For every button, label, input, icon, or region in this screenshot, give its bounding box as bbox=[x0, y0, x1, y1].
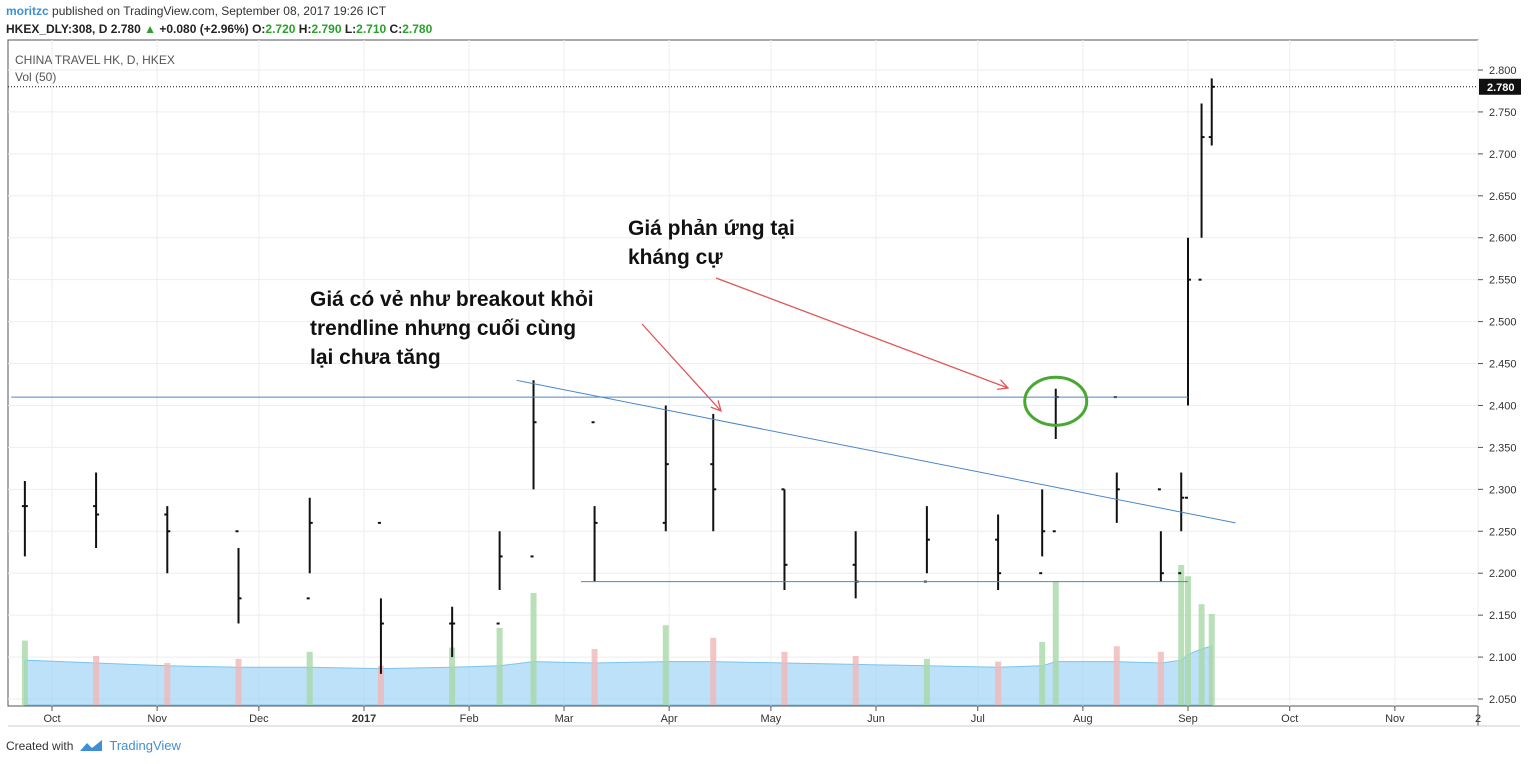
symbol-label: HKEX_DLY:308, D bbox=[6, 22, 108, 36]
x-tick-label: Feb bbox=[460, 713, 479, 725]
volume-bar bbox=[1039, 642, 1046, 705]
volume-bar bbox=[591, 649, 598, 705]
annotations: Giá có vẻ như breakout khỏi trendline như… bbox=[310, 217, 795, 369]
volume-bar bbox=[377, 665, 384, 705]
y-tick-label: 2.750 bbox=[1489, 107, 1517, 119]
open-label: O: bbox=[252, 22, 266, 36]
x-tick-label: Dec bbox=[249, 713, 269, 725]
close-label: C: bbox=[389, 22, 403, 36]
publish-info: published on TradingView.com, September … bbox=[52, 4, 387, 18]
y-tick-label: 2.450 bbox=[1489, 359, 1517, 371]
annotation-text: lại chưa tăng bbox=[310, 346, 441, 369]
volume-bar bbox=[1178, 565, 1185, 705]
x-tick-label: Oct bbox=[43, 713, 60, 725]
x-tick-label: Sep bbox=[1178, 713, 1198, 725]
y-tick-label: 2.550 bbox=[1489, 275, 1517, 287]
volume-bar bbox=[710, 637, 717, 705]
resistance-arrow bbox=[715, 277, 1009, 389]
volume-bar bbox=[530, 593, 537, 705]
chart-title: CHINA TRAVEL HK, D, HKEX bbox=[15, 53, 175, 67]
x-tick-label: Mar bbox=[555, 713, 574, 725]
volume-bar bbox=[449, 647, 456, 705]
ohlc-line: HKEX_DLY:308, D 2.780 ▲ +0.080 (+2.96%) … bbox=[6, 22, 432, 36]
created-with-label: Created with bbox=[6, 738, 74, 753]
plot-frame bbox=[7, 39, 1479, 707]
breakout-arrow-head bbox=[710, 400, 722, 413]
last-price: 2.780 bbox=[110, 22, 141, 36]
x-tick-label: May bbox=[761, 713, 782, 725]
x-tick-label: Apr bbox=[661, 713, 678, 725]
x-tick-label: Oct bbox=[1281, 713, 1298, 725]
y-tick-label: 2.200 bbox=[1489, 568, 1517, 580]
annotation-text: Giá có vẻ như breakout khỏi bbox=[310, 288, 594, 311]
y-tick-label: 2.250 bbox=[1489, 526, 1517, 538]
tradingview-link[interactable]: TradingView bbox=[109, 738, 181, 753]
up-triangle-icon: ▲ bbox=[144, 22, 156, 36]
y-tick-label: 2.050 bbox=[1489, 694, 1517, 706]
volume-bar bbox=[1185, 576, 1191, 705]
low-label: L: bbox=[344, 22, 357, 36]
publish-line: moritzc published on TradingView.com, Se… bbox=[6, 4, 386, 18]
tradingview-logo-icon bbox=[80, 739, 103, 751]
last-price-label: 2.780 bbox=[1487, 82, 1515, 94]
y-tick-label: 2.800 bbox=[1489, 65, 1517, 77]
y-tick-label: 2.600 bbox=[1489, 233, 1517, 245]
annotation-text: trendline nhưng cuối cùng bbox=[310, 317, 576, 340]
time-axis: Oct Nov Dec 2017 Feb Mar Apr May Jun Jul Aug Sep Oct… bbox=[43, 706, 1481, 725]
volume-bar bbox=[21, 640, 28, 705]
y-tick-label: 2.150 bbox=[1489, 610, 1517, 622]
volume-bar bbox=[1113, 646, 1120, 705]
volume-bar bbox=[662, 625, 669, 705]
x-tick-label: 2 bbox=[1475, 713, 1481, 725]
x-tick-label: Jun bbox=[867, 713, 885, 725]
volume-bar bbox=[1052, 581, 1059, 705]
x-tick-label: Aug bbox=[1073, 713, 1093, 725]
high-value: 2.790 bbox=[311, 22, 342, 36]
trendline-line bbox=[516, 379, 1236, 524]
resistance-touch-circle bbox=[1023, 375, 1089, 427]
price-axis: 2.800 2.750 2.700 2.650 2.600 2.550 2.500 2.450… bbox=[8, 65, 1521, 706]
open-value: 2.720 bbox=[265, 22, 296, 36]
volume-bar bbox=[306, 651, 313, 705]
breakout-arrow bbox=[641, 323, 722, 412]
x-tick-label: Jul bbox=[971, 713, 985, 725]
low-value: 2.710 bbox=[356, 22, 387, 36]
price-bars bbox=[21, 78, 1215, 674]
y-tick-label: 2.650 bbox=[1489, 191, 1517, 203]
close-value: 2.780 bbox=[402, 22, 433, 36]
volume-bar bbox=[852, 656, 859, 705]
volume-bar bbox=[1208, 614, 1215, 705]
y-tick-label: 2.100 bbox=[1489, 652, 1517, 664]
x-tick-label: Nov bbox=[147, 713, 167, 725]
volume-bar bbox=[781, 651, 788, 705]
drawn-lines bbox=[11, 277, 1236, 583]
y-tick-label: 2.300 bbox=[1489, 484, 1517, 496]
y-tick-label: 2.350 bbox=[1489, 442, 1517, 454]
y-tick-label: 2.400 bbox=[1489, 400, 1517, 412]
x-tick-label: 2017 bbox=[352, 713, 376, 725]
high-label: H: bbox=[298, 22, 312, 36]
volume-bar bbox=[923, 658, 930, 705]
y-tick-label: 2.500 bbox=[1489, 317, 1517, 329]
volume-bar bbox=[1157, 651, 1164, 705]
volume-bar bbox=[496, 628, 503, 705]
volume-pane bbox=[21, 565, 1215, 706]
annotation-text: Giá phản ứng tại bbox=[628, 217, 795, 240]
x-tick-label: Nov bbox=[1385, 713, 1405, 725]
annotation-text: kháng cự bbox=[628, 246, 723, 269]
volume-bar bbox=[93, 656, 100, 705]
volume-label: Vol (50) bbox=[15, 70, 56, 84]
volume-bar bbox=[164, 663, 171, 705]
volume-bar bbox=[995, 661, 1002, 705]
resistance-arrow-head bbox=[996, 379, 1010, 390]
author-link[interactable]: moritzc bbox=[6, 4, 49, 18]
volume-bar bbox=[1198, 604, 1205, 705]
y-tick-label: 2.700 bbox=[1489, 149, 1517, 161]
footer: Created with TradingView bbox=[6, 738, 181, 753]
volume-bar bbox=[235, 658, 242, 705]
price-change: +0.080 (+2.96%) bbox=[159, 22, 249, 36]
last-price-badge bbox=[1479, 78, 1521, 95]
